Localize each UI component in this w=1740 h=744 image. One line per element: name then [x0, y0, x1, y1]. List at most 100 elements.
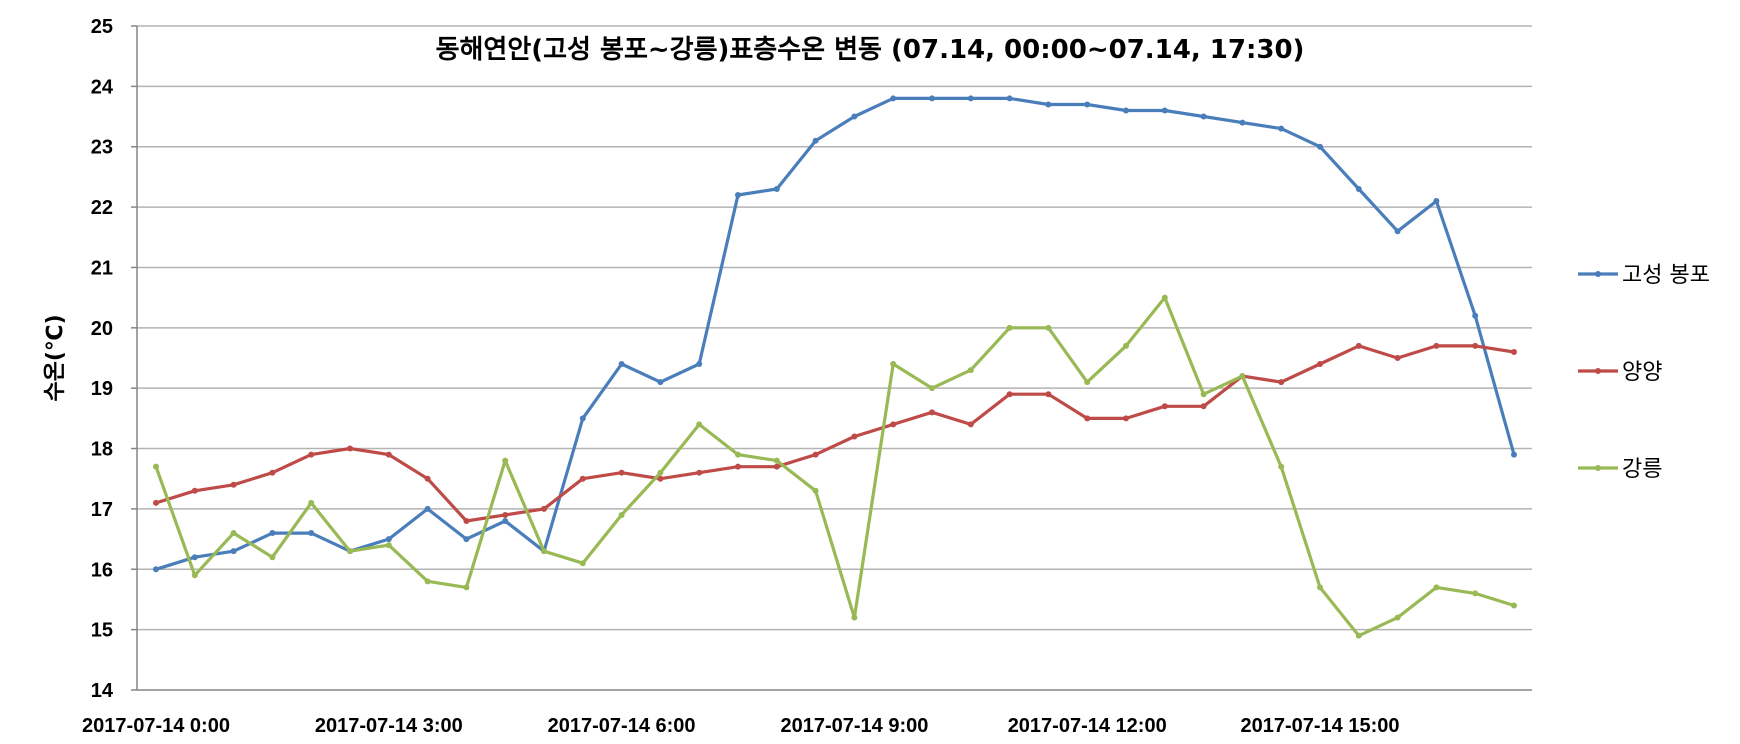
data-point — [347, 445, 353, 452]
series-0 — [153, 95, 1517, 573]
legend-label: 강릉 — [1622, 457, 1662, 482]
series-line-1 — [155, 344, 1515, 523]
data-point — [735, 451, 741, 458]
data-point — [269, 554, 276, 561]
data-point — [618, 469, 625, 476]
data-point — [696, 469, 703, 476]
y-tick-label: 14 — [91, 680, 114, 702]
data-point — [579, 560, 586, 567]
data-point — [1045, 324, 1052, 331]
data-point — [1123, 415, 1129, 422]
data-point — [1084, 101, 1091, 108]
data-point — [1355, 342, 1362, 349]
x-tick-label: 2017-07-14 12:00 — [1008, 715, 1167, 737]
data-point — [618, 361, 625, 368]
data-point — [929, 409, 935, 416]
data-point — [308, 451, 315, 458]
data-point — [1161, 403, 1168, 410]
data-point — [191, 554, 198, 561]
data-point — [385, 542, 392, 549]
data-point — [153, 499, 159, 506]
data-point — [812, 487, 819, 494]
data-point — [424, 505, 431, 512]
data-point — [1472, 342, 1479, 349]
data-point — [1006, 95, 1013, 102]
x-tick-label: 2017-07-14 9:00 — [780, 715, 928, 737]
gridlines — [137, 25, 1532, 631]
data-point — [1355, 185, 1362, 192]
axes — [131, 25, 1532, 691]
data-point — [657, 379, 664, 386]
data-point — [1317, 584, 1323, 591]
data-point — [735, 192, 741, 199]
data-point — [1200, 391, 1207, 398]
data-point — [1317, 361, 1323, 368]
data-point — [773, 463, 780, 470]
x-tick-label: 2017-07-14 6:00 — [548, 715, 696, 737]
y-tick-label: 24 — [91, 76, 114, 98]
y-axis-label: 수온(℃) — [43, 314, 68, 401]
legend-marker — [1595, 271, 1601, 277]
data-point — [1161, 294, 1168, 301]
data-point — [657, 475, 664, 482]
data-point — [463, 536, 470, 543]
data-point — [1394, 355, 1401, 361]
data-point — [851, 113, 858, 120]
data-point — [967, 367, 974, 374]
legend-entry-1: 양양 — [1578, 360, 1662, 385]
data-point — [1200, 403, 1207, 410]
data-point — [541, 505, 547, 512]
data-point — [1045, 391, 1052, 398]
legend-label: 양양 — [1622, 360, 1662, 385]
x-tick-label: 2017-07-14 0:00 — [82, 715, 230, 737]
data-point — [1084, 415, 1091, 422]
data-point — [1045, 101, 1052, 108]
x-tick-label: 2017-07-14 3:00 — [315, 715, 463, 737]
legend-marker — [1595, 368, 1601, 374]
series-2 — [153, 294, 1517, 639]
data-point — [463, 584, 470, 591]
data-point — [502, 511, 509, 518]
data-point — [618, 511, 625, 518]
legend-label: 고성 봉포 — [1622, 263, 1710, 288]
data-point — [1006, 324, 1013, 331]
data-point — [1084, 379, 1091, 386]
y-tick-label: 16 — [91, 559, 113, 581]
y-tick-label: 19 — [91, 378, 113, 400]
y-tick-label: 17 — [91, 499, 113, 521]
data-point — [269, 469, 276, 476]
series-1 — [153, 342, 1517, 524]
data-point — [1278, 463, 1285, 470]
data-point — [230, 548, 237, 555]
data-point — [1511, 602, 1517, 609]
data-point — [890, 95, 897, 102]
x-tick-labels: 2017-07-14 0:00 2017-07-14 3:00 2017-07-14… — [82, 715, 1399, 737]
data-point — [579, 415, 586, 422]
y-tick-label: 23 — [91, 137, 113, 159]
data-point — [1200, 113, 1207, 120]
data-point — [773, 457, 780, 464]
series-line-2 — [154, 296, 1515, 638]
data-point — [773, 185, 780, 192]
data-point — [657, 469, 664, 476]
chart-title: 동해연안(고성 봉포~강릉)표층수온 변동 (07.14, 00:00~07.1… — [436, 35, 1305, 65]
y-tick-label: 22 — [91, 197, 113, 219]
data-point — [890, 361, 897, 368]
data-point — [696, 421, 703, 428]
data-point — [1278, 125, 1285, 132]
y-tick-label: 21 — [91, 257, 113, 279]
data-point — [153, 463, 159, 470]
data-point — [1472, 312, 1479, 319]
data-point — [347, 548, 353, 555]
data-point — [502, 457, 509, 464]
data-point — [153, 566, 159, 573]
data-point — [424, 578, 431, 585]
series-line-0 — [155, 96, 1516, 571]
y-tick-label: 25 — [91, 16, 113, 38]
data-point — [1511, 451, 1517, 458]
data-point — [1006, 391, 1013, 398]
data-point — [502, 517, 509, 524]
data-point — [269, 530, 276, 537]
